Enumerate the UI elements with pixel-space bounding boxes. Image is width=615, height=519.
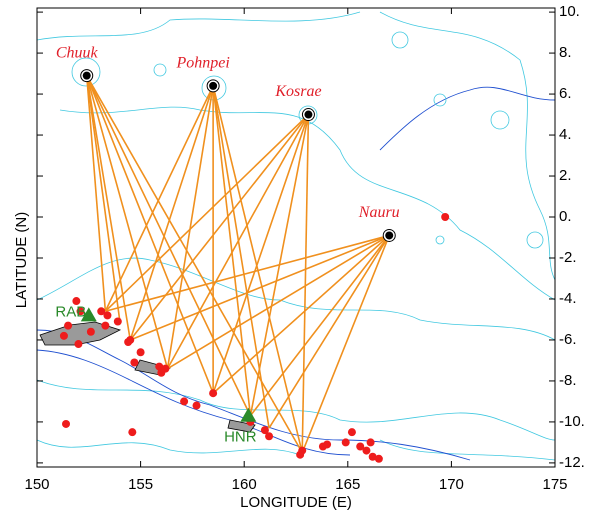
ray [212,114,310,394]
event [155,362,164,371]
y-tick-label: 0. [559,208,572,225]
event [136,348,145,357]
event [157,368,166,377]
ray [268,235,390,429]
ray [104,85,214,312]
ray [86,75,252,417]
ray [129,85,214,341]
ray [212,85,252,416]
ray [167,234,390,370]
station-label: Pohnpei [175,55,229,72]
event [128,428,137,437]
station [209,81,218,90]
event [209,389,218,398]
event [59,331,68,340]
x-tick-label: 155 [128,476,153,493]
ray [105,234,390,313]
event [124,338,133,347]
ray [212,85,270,429]
x-tick-label: 165 [335,476,360,493]
y-tick-label: -4. [559,290,577,307]
event [97,307,106,316]
y-tick-label: 4. [559,126,572,143]
ray [212,234,390,394]
seismometer [80,307,97,322]
ray [301,114,310,453]
y-axis-title: LATITUDE (N) [13,212,30,308]
event [366,438,375,447]
ray [166,114,310,370]
event [103,311,112,320]
event [260,426,269,435]
event [74,340,83,349]
event [72,297,81,306]
ray [104,113,309,312]
x-tick-label: 150 [24,476,49,493]
ray [85,75,214,394]
ray [85,75,107,312]
station-label: Nauru [358,204,400,221]
y-tick-label: -10. [559,413,585,430]
event [362,446,371,455]
x-tick-label: 160 [232,476,257,493]
y-tick-label: -6. [559,331,577,348]
event [180,397,189,406]
event [76,307,85,316]
rays [85,75,390,454]
station [304,110,313,119]
station [82,71,91,80]
ray [86,75,303,454]
station-label: Kosrae [274,83,321,100]
y-tick-label: 6. [559,85,572,102]
plot-frame [36,7,556,468]
event [368,452,377,461]
ray [129,234,390,341]
y-tick-label: 10. [559,3,580,20]
station-label: Chuuk [56,44,99,61]
station [385,231,394,240]
x-tick-label: 170 [439,476,464,493]
y-tick-label: 2. [559,167,572,184]
event [101,321,110,330]
event [441,213,450,222]
seismometer-label: RAB [55,303,86,320]
event [130,358,139,367]
event [265,432,274,441]
event [62,419,71,428]
ray [301,235,390,453]
bathymetry [36,11,556,461]
x-axis-title: LONGITUDE (E) [240,494,352,511]
y-tick-label: -8. [559,372,577,389]
event [86,327,95,336]
event [64,321,73,330]
event [374,454,383,463]
ray [85,75,121,322]
event [341,438,350,447]
event [356,442,365,451]
ray [85,75,169,369]
ray [129,114,310,341]
seismometer [240,407,257,422]
ray [249,234,390,417]
ray [85,75,132,341]
y-tick-label: 8. [559,44,572,61]
seismometer-label: HNR [224,429,257,446]
event [347,428,356,437]
x-tick-label: 175 [542,476,567,493]
event [323,440,332,449]
event [192,401,201,410]
event [113,317,122,326]
ray [212,85,303,453]
y-tick-label: -2. [559,249,577,266]
event [296,450,305,459]
y-tick-label: -12. [559,454,585,471]
